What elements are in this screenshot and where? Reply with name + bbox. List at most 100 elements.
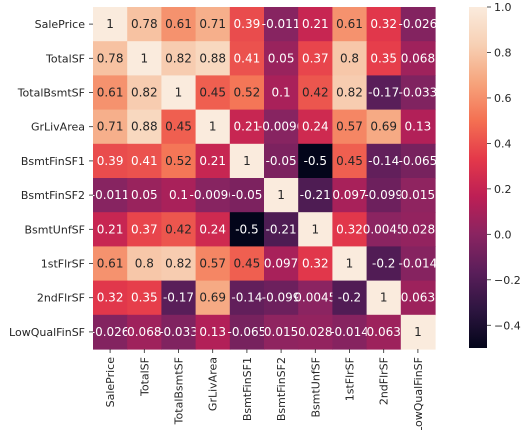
cell-value-label: -0.21 bbox=[266, 222, 297, 236]
cell-value-label: 1 bbox=[380, 291, 388, 305]
cell-value-label: 0.69 bbox=[199, 291, 226, 305]
colorbar-tick-label: 1.0 bbox=[494, 1, 512, 14]
cell-value-label: 0.57 bbox=[336, 120, 363, 134]
cell-value-label: 0.32 bbox=[302, 257, 329, 271]
heatmap-cell bbox=[195, 143, 231, 179]
heatmap-cell bbox=[229, 246, 265, 282]
colorbar-tick-label: −0.4 bbox=[494, 319, 521, 332]
cell-value-label: 0.028 bbox=[401, 222, 435, 236]
heatmap-cell bbox=[366, 314, 402, 350]
heatmap-cell bbox=[93, 109, 128, 145]
cell-value-label: -0.14 bbox=[368, 154, 399, 168]
cell-value-label: -0.026 bbox=[91, 325, 130, 339]
heatmap-cell bbox=[264, 75, 299, 111]
x-tick-label: TotalBsmtSF bbox=[173, 357, 186, 425]
colorbar-gradient bbox=[469, 7, 487, 348]
heatmap-cell bbox=[400, 143, 436, 179]
heatmap-cell bbox=[400, 41, 436, 76]
heatmap-cell bbox=[298, 41, 333, 76]
cell-value-label: 0.42 bbox=[165, 222, 192, 236]
colorbar: 1.0 0.8 0.6 0.4 0.2 0.0 −0.2 −0.4 bbox=[469, 1, 521, 348]
cell-value-label: -0.0096 bbox=[190, 188, 236, 202]
heatmap-cell bbox=[93, 246, 128, 282]
heatmap-cell bbox=[229, 280, 265, 316]
cell-value-label: 1 bbox=[346, 257, 354, 271]
cell-value-label: 0.097 bbox=[332, 188, 366, 202]
heatmap-cell bbox=[366, 246, 402, 282]
cell-value-label: -0.099 bbox=[364, 188, 403, 202]
heatmap-cell bbox=[127, 314, 162, 350]
heatmap-cell bbox=[298, 246, 333, 282]
cell-value-label: 0.015 bbox=[264, 325, 298, 339]
heatmap-cell bbox=[264, 178, 299, 213]
heatmap-cell bbox=[229, 41, 265, 76]
cell-value-label: 0.063 bbox=[401, 291, 435, 305]
heatmap-cell bbox=[400, 212, 436, 247]
x-tick-label: GrLivArea bbox=[207, 357, 220, 411]
cell-value-label: 0.71 bbox=[199, 17, 226, 31]
colorbar-tick-label: −0.2 bbox=[494, 274, 521, 287]
heatmap-cell bbox=[127, 280, 162, 316]
cell-value-label: 0.69 bbox=[370, 120, 397, 134]
heatmap-cell bbox=[332, 280, 368, 316]
cell-value-label: 0.1 bbox=[272, 86, 291, 100]
heatmap-cell bbox=[161, 246, 197, 282]
heatmap-cell bbox=[161, 178, 197, 213]
heatmap-cell bbox=[400, 280, 436, 316]
y-tick-label: BsmtFinSF2 bbox=[21, 189, 85, 202]
x-tick-label: BsmtUnfSF bbox=[309, 357, 322, 418]
cell-value-label: 0.45 bbox=[165, 120, 192, 134]
heatmap-cell bbox=[400, 246, 436, 282]
heatmap-cell bbox=[195, 75, 231, 111]
heatmap-cell bbox=[298, 143, 333, 179]
heatmap-cell bbox=[195, 109, 231, 145]
cell-value-label: -0.033 bbox=[159, 325, 198, 339]
heatmap-cell bbox=[127, 212, 162, 247]
cell-value-label: 0.71 bbox=[97, 120, 124, 134]
heatmap-cell bbox=[400, 109, 436, 145]
cell-value-label: 0.41 bbox=[234, 51, 261, 65]
cell-value-label: -0.5 bbox=[235, 222, 258, 236]
heatmap-cell bbox=[298, 109, 333, 145]
cell-value-label: -0.5 bbox=[304, 154, 327, 168]
cell-value-label: 0.1 bbox=[169, 188, 188, 202]
cell-value-label: 0.32 bbox=[97, 291, 124, 305]
heatmap-cell bbox=[400, 314, 436, 350]
cell-value-label: -0.014 bbox=[330, 325, 369, 339]
heatmap-cell bbox=[366, 75, 402, 111]
heatmap-cell bbox=[400, 75, 436, 111]
heatmap-cell bbox=[264, 41, 299, 76]
heatmap-cell bbox=[161, 212, 197, 247]
heatmap-cell bbox=[332, 178, 368, 213]
y-tick-label: GrLivArea bbox=[31, 121, 85, 134]
cell-value-label: -0.014 bbox=[399, 257, 438, 271]
colorbar-tick-label: 0.6 bbox=[494, 92, 512, 105]
y-tick-label: BsmtFinSF1 bbox=[21, 155, 85, 168]
cell-value-label: 0.78 bbox=[131, 17, 158, 31]
cell-value-label: 0.82 bbox=[131, 86, 158, 100]
cell-value-label: 0.21 bbox=[302, 17, 329, 31]
cell-value-label: 1 bbox=[311, 222, 319, 236]
cell-value-label: 0.24 bbox=[302, 120, 329, 134]
x-tick-label: SalePrice bbox=[104, 357, 117, 408]
x-tick-label: BsmtFinSF1 bbox=[241, 357, 254, 421]
heatmap-cell bbox=[366, 178, 402, 213]
heatmap-cell bbox=[229, 314, 265, 350]
cell-value-label: -0.033 bbox=[399, 86, 438, 100]
cell-value-label: 1 bbox=[106, 17, 114, 31]
heatmap-cell bbox=[229, 143, 265, 179]
heatmap-cell bbox=[195, 7, 231, 42]
heatmap-cell bbox=[93, 178, 128, 213]
cell-value-label: 0.52 bbox=[165, 154, 192, 168]
heatmap-cell bbox=[161, 7, 197, 42]
cell-value-label: 0.35 bbox=[370, 51, 397, 65]
cell-value-label: 0.45 bbox=[234, 257, 261, 271]
heatmap-cell bbox=[298, 75, 333, 111]
y-tick-labels: SalePrice TotalSF TotalBsmtSF GrLivArea Bsmt… bbox=[9, 18, 93, 339]
cell-value-label: -0.17 bbox=[163, 291, 194, 305]
cell-value-label: 1 bbox=[243, 154, 251, 168]
cell-value-label: 0.61 bbox=[97, 257, 124, 271]
x-tick-label: BsmtFinSF2 bbox=[275, 357, 288, 421]
cell-value-label: 0.41 bbox=[131, 154, 158, 168]
